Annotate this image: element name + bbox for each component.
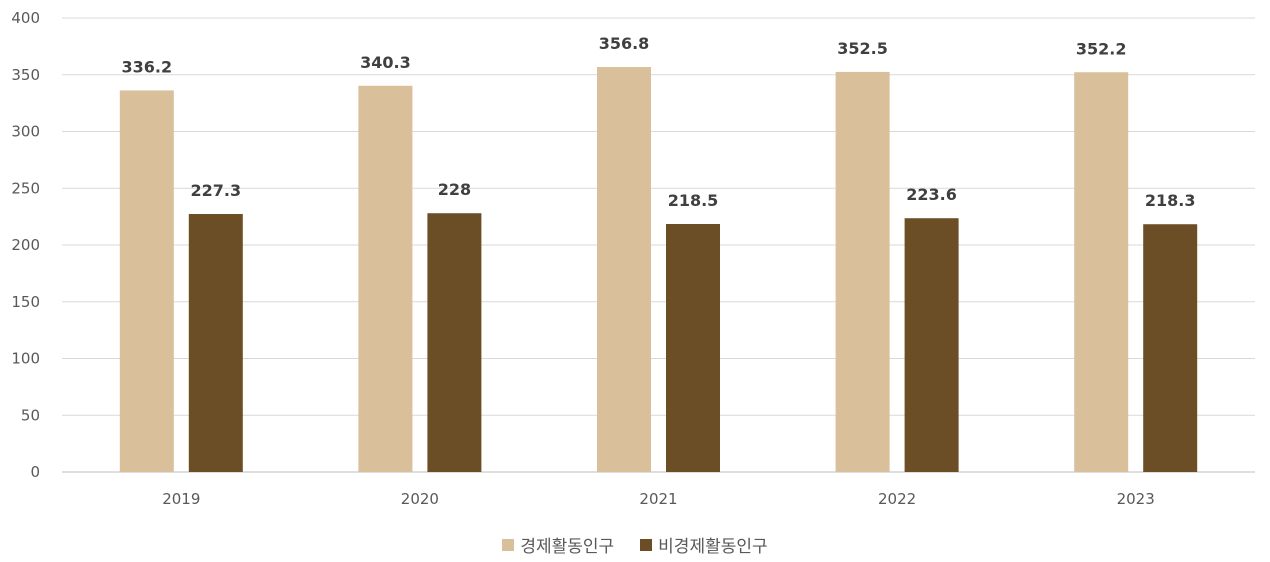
x-tick-label: 2019 — [162, 490, 200, 508]
legend-swatch-series-1 — [502, 538, 515, 551]
data-label: 340.3 — [360, 53, 411, 72]
y-axis: 0 50 100 150 200 250 300 350 400 — [11, 9, 40, 481]
bar-2021-series-1 — [597, 67, 651, 473]
y-tick-label: 400 — [11, 9, 40, 27]
legend-swatch-series-2 — [640, 538, 653, 551]
legend-label-series-2: 비경제활동인구 — [658, 537, 768, 557]
bar-2020-series-2 — [427, 213, 482, 472]
bar-2022-series-2 — [904, 218, 959, 472]
data-label: 218.3 — [1145, 191, 1196, 210]
y-tick-label: 350 — [11, 66, 40, 84]
data-label: 223.6 — [906, 185, 957, 204]
data-label: 218.5 — [668, 191, 719, 210]
bars: 336.2 227.3 340.3 228 356.8 218.5 352.5 223.6 35… — [119, 34, 1198, 473]
legend-item-series-1: 경제활동인구 — [502, 532, 614, 557]
y-tick-label: 0 — [30, 463, 40, 481]
data-label: 352.2 — [1076, 39, 1127, 58]
legend: 경제활동인구 비경제활동인구 — [0, 532, 1270, 557]
y-tick-label: 100 — [11, 350, 40, 368]
data-label: 228 — [438, 180, 471, 199]
y-tick-label: 300 — [11, 123, 40, 141]
y-tick-label: 200 — [11, 236, 40, 254]
data-label: 352.5 — [837, 39, 888, 58]
bar-2020-series-1 — [358, 85, 413, 473]
data-label: 336.2 — [121, 57, 172, 76]
bar-2023-series-2 — [1143, 224, 1198, 472]
bar-2019-series-2 — [188, 214, 243, 472]
legend-item-series-2: 비경제활동인구 — [640, 532, 768, 557]
x-axis: 2019 2020 2021 2022 2023 — [162, 490, 1155, 508]
gridlines — [62, 17, 1255, 473]
bar-2023-series-1 — [1074, 72, 1129, 473]
y-tick-label: 250 — [11, 179, 40, 197]
y-tick-label: 50 — [21, 406, 40, 424]
y-tick-label: 150 — [11, 293, 40, 311]
x-tick-label: 2023 — [1117, 490, 1155, 508]
legend-label-series-1: 경제활동인구 — [520, 537, 615, 557]
bar-2022-series-1 — [835, 71, 890, 472]
data-label: 356.8 — [599, 34, 650, 53]
data-label: 227.3 — [190, 181, 241, 200]
bar-2021-series-2 — [666, 224, 720, 472]
x-tick-label: 2022 — [878, 490, 916, 508]
bar-2019-series-1 — [119, 90, 174, 473]
x-tick-label: 2021 — [639, 490, 677, 508]
x-tick-label: 2020 — [401, 490, 439, 508]
